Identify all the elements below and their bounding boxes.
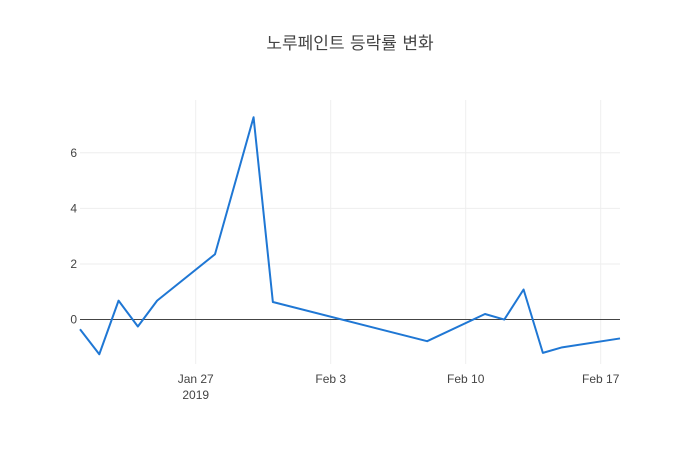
y-tick-label: 6 xyxy=(70,146,77,160)
series-line xyxy=(79,116,621,356)
x-tick-label: Feb 3 xyxy=(315,372,346,386)
chart-title: 노루페인트 등락률 변화 xyxy=(266,34,434,54)
y-tick-label: 0 xyxy=(70,313,77,327)
gridlines xyxy=(80,100,620,364)
x-tick-label: Feb 10 xyxy=(447,372,485,386)
x-tick-sublabel: 2019 xyxy=(182,388,209,402)
x-tick-label: Jan 27 xyxy=(178,372,214,386)
y-tick-label: 2 xyxy=(70,257,77,271)
x-tick-label: Feb 17 xyxy=(582,372,620,386)
axes: Jan 27 2019 Feb 3 Feb 10 Feb 17 0 2 4 6 xyxy=(70,146,620,402)
series-layer xyxy=(79,116,621,356)
y-tick-label: 4 xyxy=(70,201,77,215)
